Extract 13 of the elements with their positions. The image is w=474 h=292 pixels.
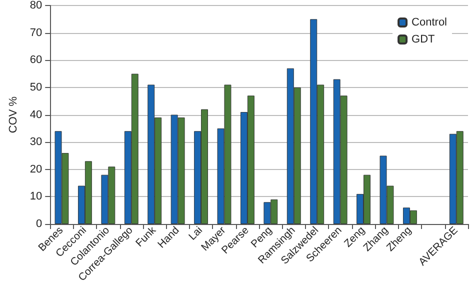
y-tick-label: 70: [30, 26, 42, 39]
legend-label: GDT: [412, 34, 436, 46]
y-tick-label: 10: [30, 190, 42, 203]
y-axis-title: COV %: [8, 96, 20, 134]
y-tick-label: 0: [36, 218, 42, 230]
y-tick-label: 60: [30, 54, 42, 66]
y-tick-label: 80: [30, 0, 42, 12]
legend-label: Control: [412, 16, 448, 28]
y-tick-label: 40: [30, 108, 42, 121]
y-tick-label: 20: [30, 163, 42, 176]
y-tick-label: 50: [30, 81, 42, 94]
x-tick-label: Lai: [187, 225, 205, 243]
y-tick-label: 30: [30, 136, 42, 148]
